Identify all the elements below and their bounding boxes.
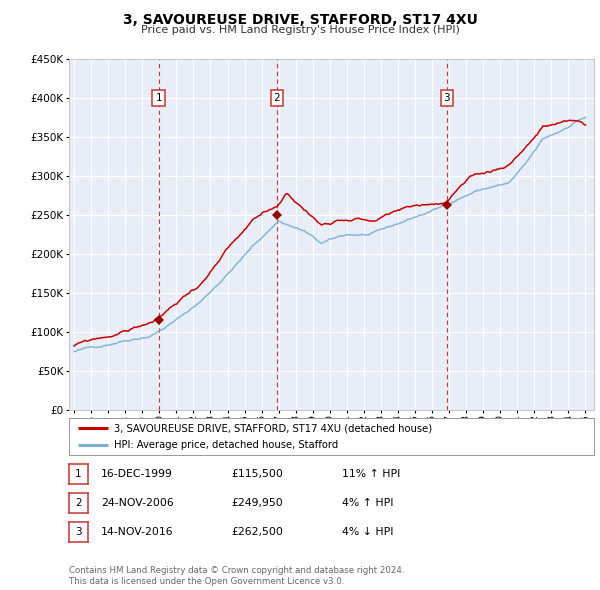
Text: 2: 2 (75, 499, 82, 508)
Text: 24-NOV-2006: 24-NOV-2006 (101, 498, 173, 507)
Text: 3, SAVOUREUSE DRIVE, STAFFORD, ST17 4XU (detached house): 3, SAVOUREUSE DRIVE, STAFFORD, ST17 4XU … (113, 424, 432, 433)
Text: £262,500: £262,500 (231, 527, 283, 536)
Text: 14-NOV-2016: 14-NOV-2016 (101, 527, 173, 536)
Text: 3: 3 (443, 93, 450, 103)
Text: 1: 1 (75, 470, 82, 479)
Text: £115,500: £115,500 (231, 469, 283, 478)
Text: 4% ↓ HPI: 4% ↓ HPI (342, 527, 394, 536)
Text: 2: 2 (274, 93, 280, 103)
Text: HPI: Average price, detached house, Stafford: HPI: Average price, detached house, Staf… (113, 441, 338, 450)
Text: 3, SAVOUREUSE DRIVE, STAFFORD, ST17 4XU: 3, SAVOUREUSE DRIVE, STAFFORD, ST17 4XU (122, 13, 478, 27)
Text: £249,950: £249,950 (231, 498, 283, 507)
Text: 4% ↑ HPI: 4% ↑ HPI (342, 498, 394, 507)
Text: 1: 1 (155, 93, 162, 103)
Text: 16-DEC-1999: 16-DEC-1999 (101, 469, 173, 478)
Text: 3: 3 (75, 527, 82, 537)
Text: Contains HM Land Registry data © Crown copyright and database right 2024.
This d: Contains HM Land Registry data © Crown c… (69, 566, 404, 586)
Text: Price paid vs. HM Land Registry's House Price Index (HPI): Price paid vs. HM Land Registry's House … (140, 25, 460, 35)
Text: 11% ↑ HPI: 11% ↑ HPI (342, 469, 400, 478)
